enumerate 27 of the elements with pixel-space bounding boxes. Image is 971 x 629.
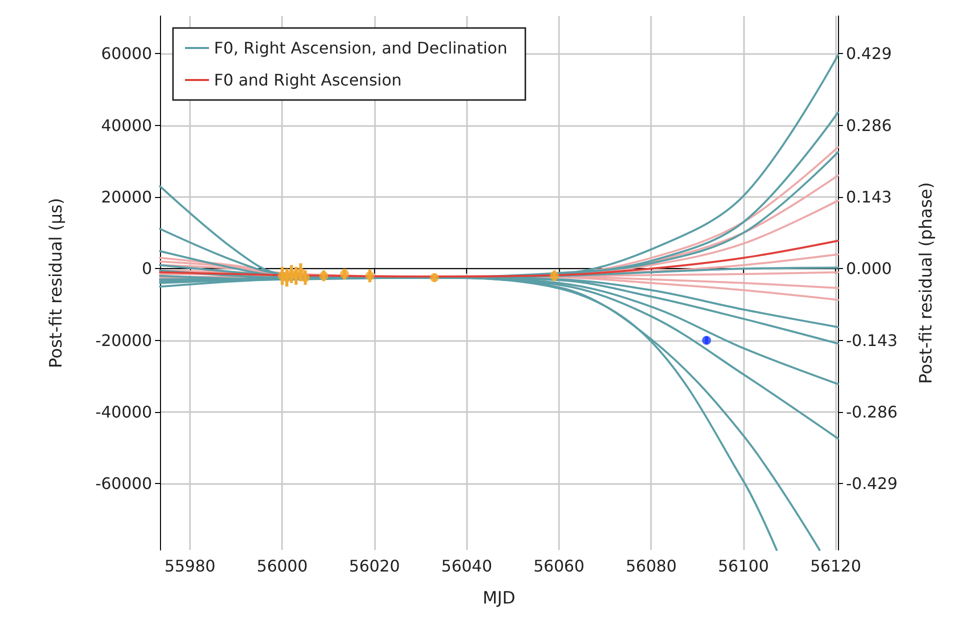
- x-tick-label: 56060: [534, 556, 584, 576]
- y2-tick-label: 0.143: [846, 187, 892, 206]
- y-tick-label: -40000: [95, 402, 152, 422]
- y-tick-label: 40000: [101, 116, 152, 135]
- y2-tick-label: 0.429: [846, 44, 892, 64]
- x-tick-label: 56000: [256, 556, 308, 576]
- y2-tick-label: 0.000: [846, 259, 892, 278]
- y-tick-label: 60000: [101, 44, 152, 64]
- x-tick-label: 56020: [349, 556, 400, 576]
- y2-tick-label: -0.286: [846, 402, 898, 422]
- y2-tick-label: -0.143: [846, 330, 898, 350]
- y2-tick-label: -0.429: [846, 474, 898, 494]
- x-tick-label: 56120: [810, 556, 862, 576]
- y-tick-label: 20000: [101, 187, 152, 206]
- y-tick-label: 0: [142, 259, 152, 278]
- x-tick-label: 55980: [164, 556, 216, 576]
- legend-label: F0 and Right Ascension: [214, 70, 402, 90]
- x-tick-label: 56100: [718, 556, 769, 576]
- y2-tick-label: 0.286: [846, 116, 892, 135]
- y-axis-title: Post-fit residual (μs): [46, 198, 66, 368]
- legend-label: F0, Right Ascension, and Declination: [214, 38, 508, 58]
- y-tick-label: -20000: [95, 330, 152, 350]
- y-tick-label: -60000: [95, 474, 152, 494]
- y2-axis-title: Post-fit residual (phase): [916, 182, 936, 384]
- x-tick-label: 56080: [626, 556, 677, 576]
- x-axis-title: MJD: [482, 588, 516, 608]
- x-tick-label: 56040: [441, 556, 492, 576]
